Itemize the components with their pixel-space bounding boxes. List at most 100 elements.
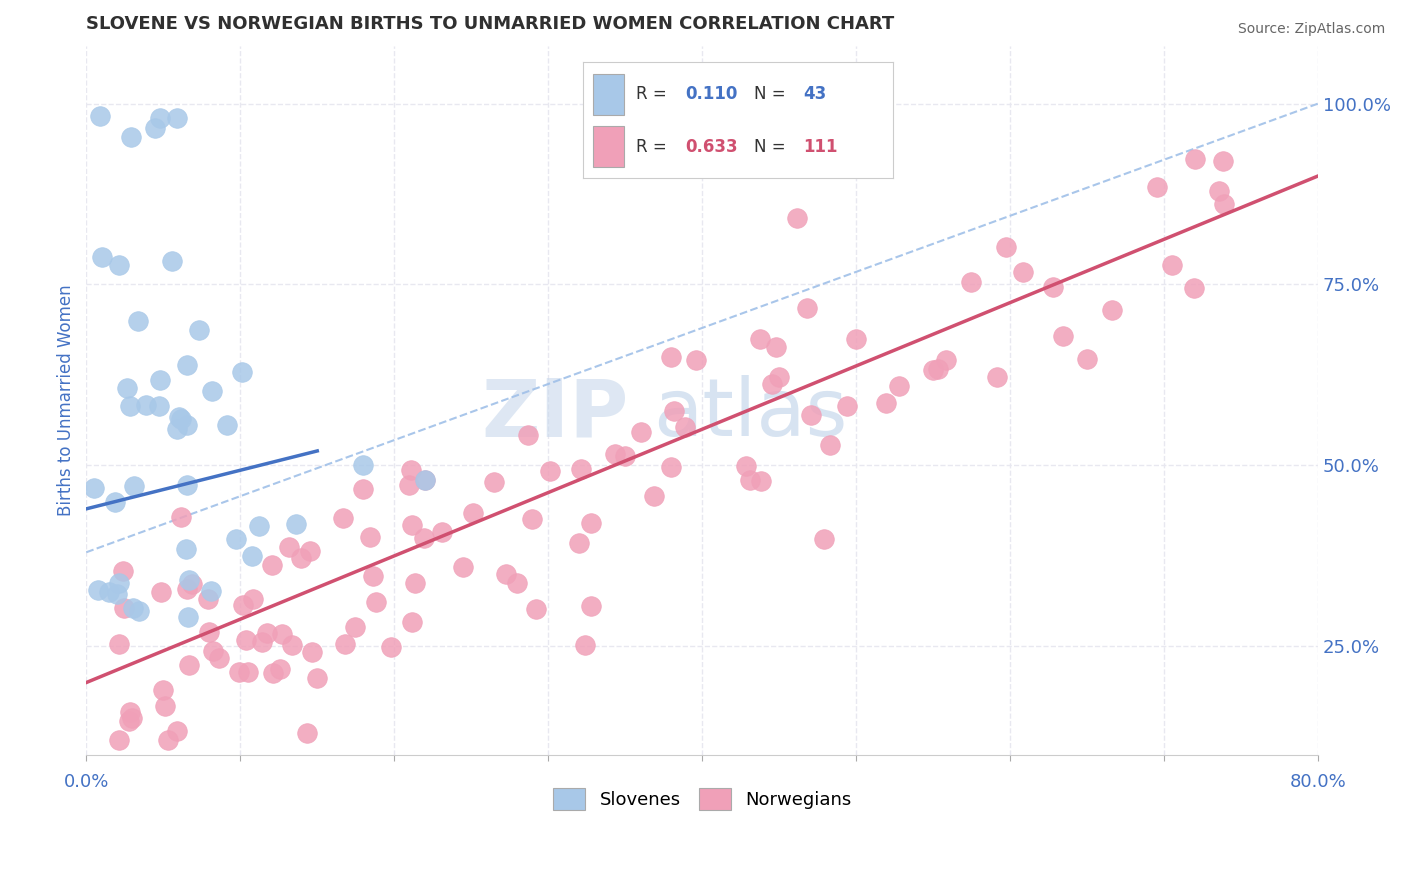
Point <box>122 600 145 615</box>
Point <box>271 626 294 640</box>
Point <box>97 584 120 599</box>
Point <box>353 458 375 473</box>
Point <box>768 370 790 384</box>
Point <box>412 531 434 545</box>
Point <box>995 240 1018 254</box>
Point <box>364 595 387 609</box>
Point <box>735 458 758 473</box>
Point <box>299 543 322 558</box>
Point <box>1146 180 1168 194</box>
Point <box>463 507 485 521</box>
Point <box>738 474 761 488</box>
Point <box>495 566 517 581</box>
Point <box>413 474 436 488</box>
Point <box>166 111 188 125</box>
Point <box>148 399 170 413</box>
Point <box>177 610 200 624</box>
Text: SLOVENE VS NORWEGIAN BIRTHS TO UNMARRIED WOMEN CORRELATION CHART: SLOVENE VS NORWEGIAN BIRTHS TO UNMARRIED… <box>86 15 894 33</box>
Point <box>398 478 420 492</box>
Text: 0.0%: 0.0% <box>63 773 110 791</box>
Point <box>404 576 426 591</box>
Point <box>107 258 129 272</box>
Point <box>269 662 291 676</box>
Point <box>359 530 381 544</box>
Point <box>231 365 253 379</box>
Point <box>295 725 318 739</box>
Point <box>524 602 547 616</box>
Point <box>761 377 783 392</box>
Point <box>581 599 603 614</box>
Point <box>180 576 202 591</box>
Point <box>281 638 304 652</box>
Point <box>568 535 591 549</box>
Point <box>153 699 176 714</box>
Point <box>108 733 131 747</box>
Point <box>685 352 707 367</box>
Point <box>1101 302 1123 317</box>
Point <box>202 644 225 658</box>
Text: Source: ZipAtlas.com: Source: ZipAtlas.com <box>1237 22 1385 37</box>
Point <box>887 378 910 392</box>
Point <box>538 464 561 478</box>
Point <box>614 449 637 463</box>
Point <box>112 601 135 615</box>
Point <box>401 463 423 477</box>
Point <box>149 584 172 599</box>
Point <box>104 495 127 509</box>
Point <box>380 640 402 654</box>
Point <box>1012 265 1035 279</box>
Point <box>107 575 129 590</box>
Point <box>198 624 221 639</box>
Point <box>176 582 198 596</box>
Point <box>401 518 423 533</box>
Point <box>344 620 367 634</box>
Text: atlas: atlas <box>652 376 848 453</box>
Point <box>128 604 150 618</box>
Point <box>749 475 772 489</box>
Point <box>120 400 142 414</box>
Point <box>262 558 284 573</box>
Text: N =: N = <box>754 137 790 155</box>
Point <box>574 638 596 652</box>
Point <box>643 489 665 503</box>
Point <box>242 549 264 564</box>
Point <box>167 410 190 425</box>
Legend: Slovenes, Norwegians: Slovenes, Norwegians <box>546 780 859 817</box>
Text: 80.0%: 80.0% <box>1289 773 1347 791</box>
Point <box>960 276 983 290</box>
Point <box>401 615 423 630</box>
Point <box>301 645 323 659</box>
Point <box>813 532 835 546</box>
Point <box>453 560 475 574</box>
Point <box>108 637 131 651</box>
Point <box>875 396 897 410</box>
Point <box>517 428 540 442</box>
Point <box>120 129 142 144</box>
Point <box>630 425 652 439</box>
Point <box>188 323 211 337</box>
Point <box>1161 258 1184 272</box>
Point <box>673 420 696 434</box>
Text: R =: R = <box>636 86 672 103</box>
Point <box>250 634 273 648</box>
Point <box>166 724 188 739</box>
Point <box>174 541 197 556</box>
Point <box>200 583 222 598</box>
Point <box>90 250 112 264</box>
Point <box>432 525 454 540</box>
Point <box>520 511 543 525</box>
Point <box>922 363 945 377</box>
Point <box>800 408 823 422</box>
Point <box>249 518 271 533</box>
Point <box>786 211 808 225</box>
Point <box>135 398 157 412</box>
Point <box>361 568 384 582</box>
Point <box>149 111 172 125</box>
Point <box>149 373 172 387</box>
Point <box>1208 184 1230 198</box>
Point <box>1212 153 1234 168</box>
Point <box>238 665 260 679</box>
Point <box>1184 152 1206 166</box>
Point <box>179 573 201 587</box>
Point <box>208 651 231 665</box>
